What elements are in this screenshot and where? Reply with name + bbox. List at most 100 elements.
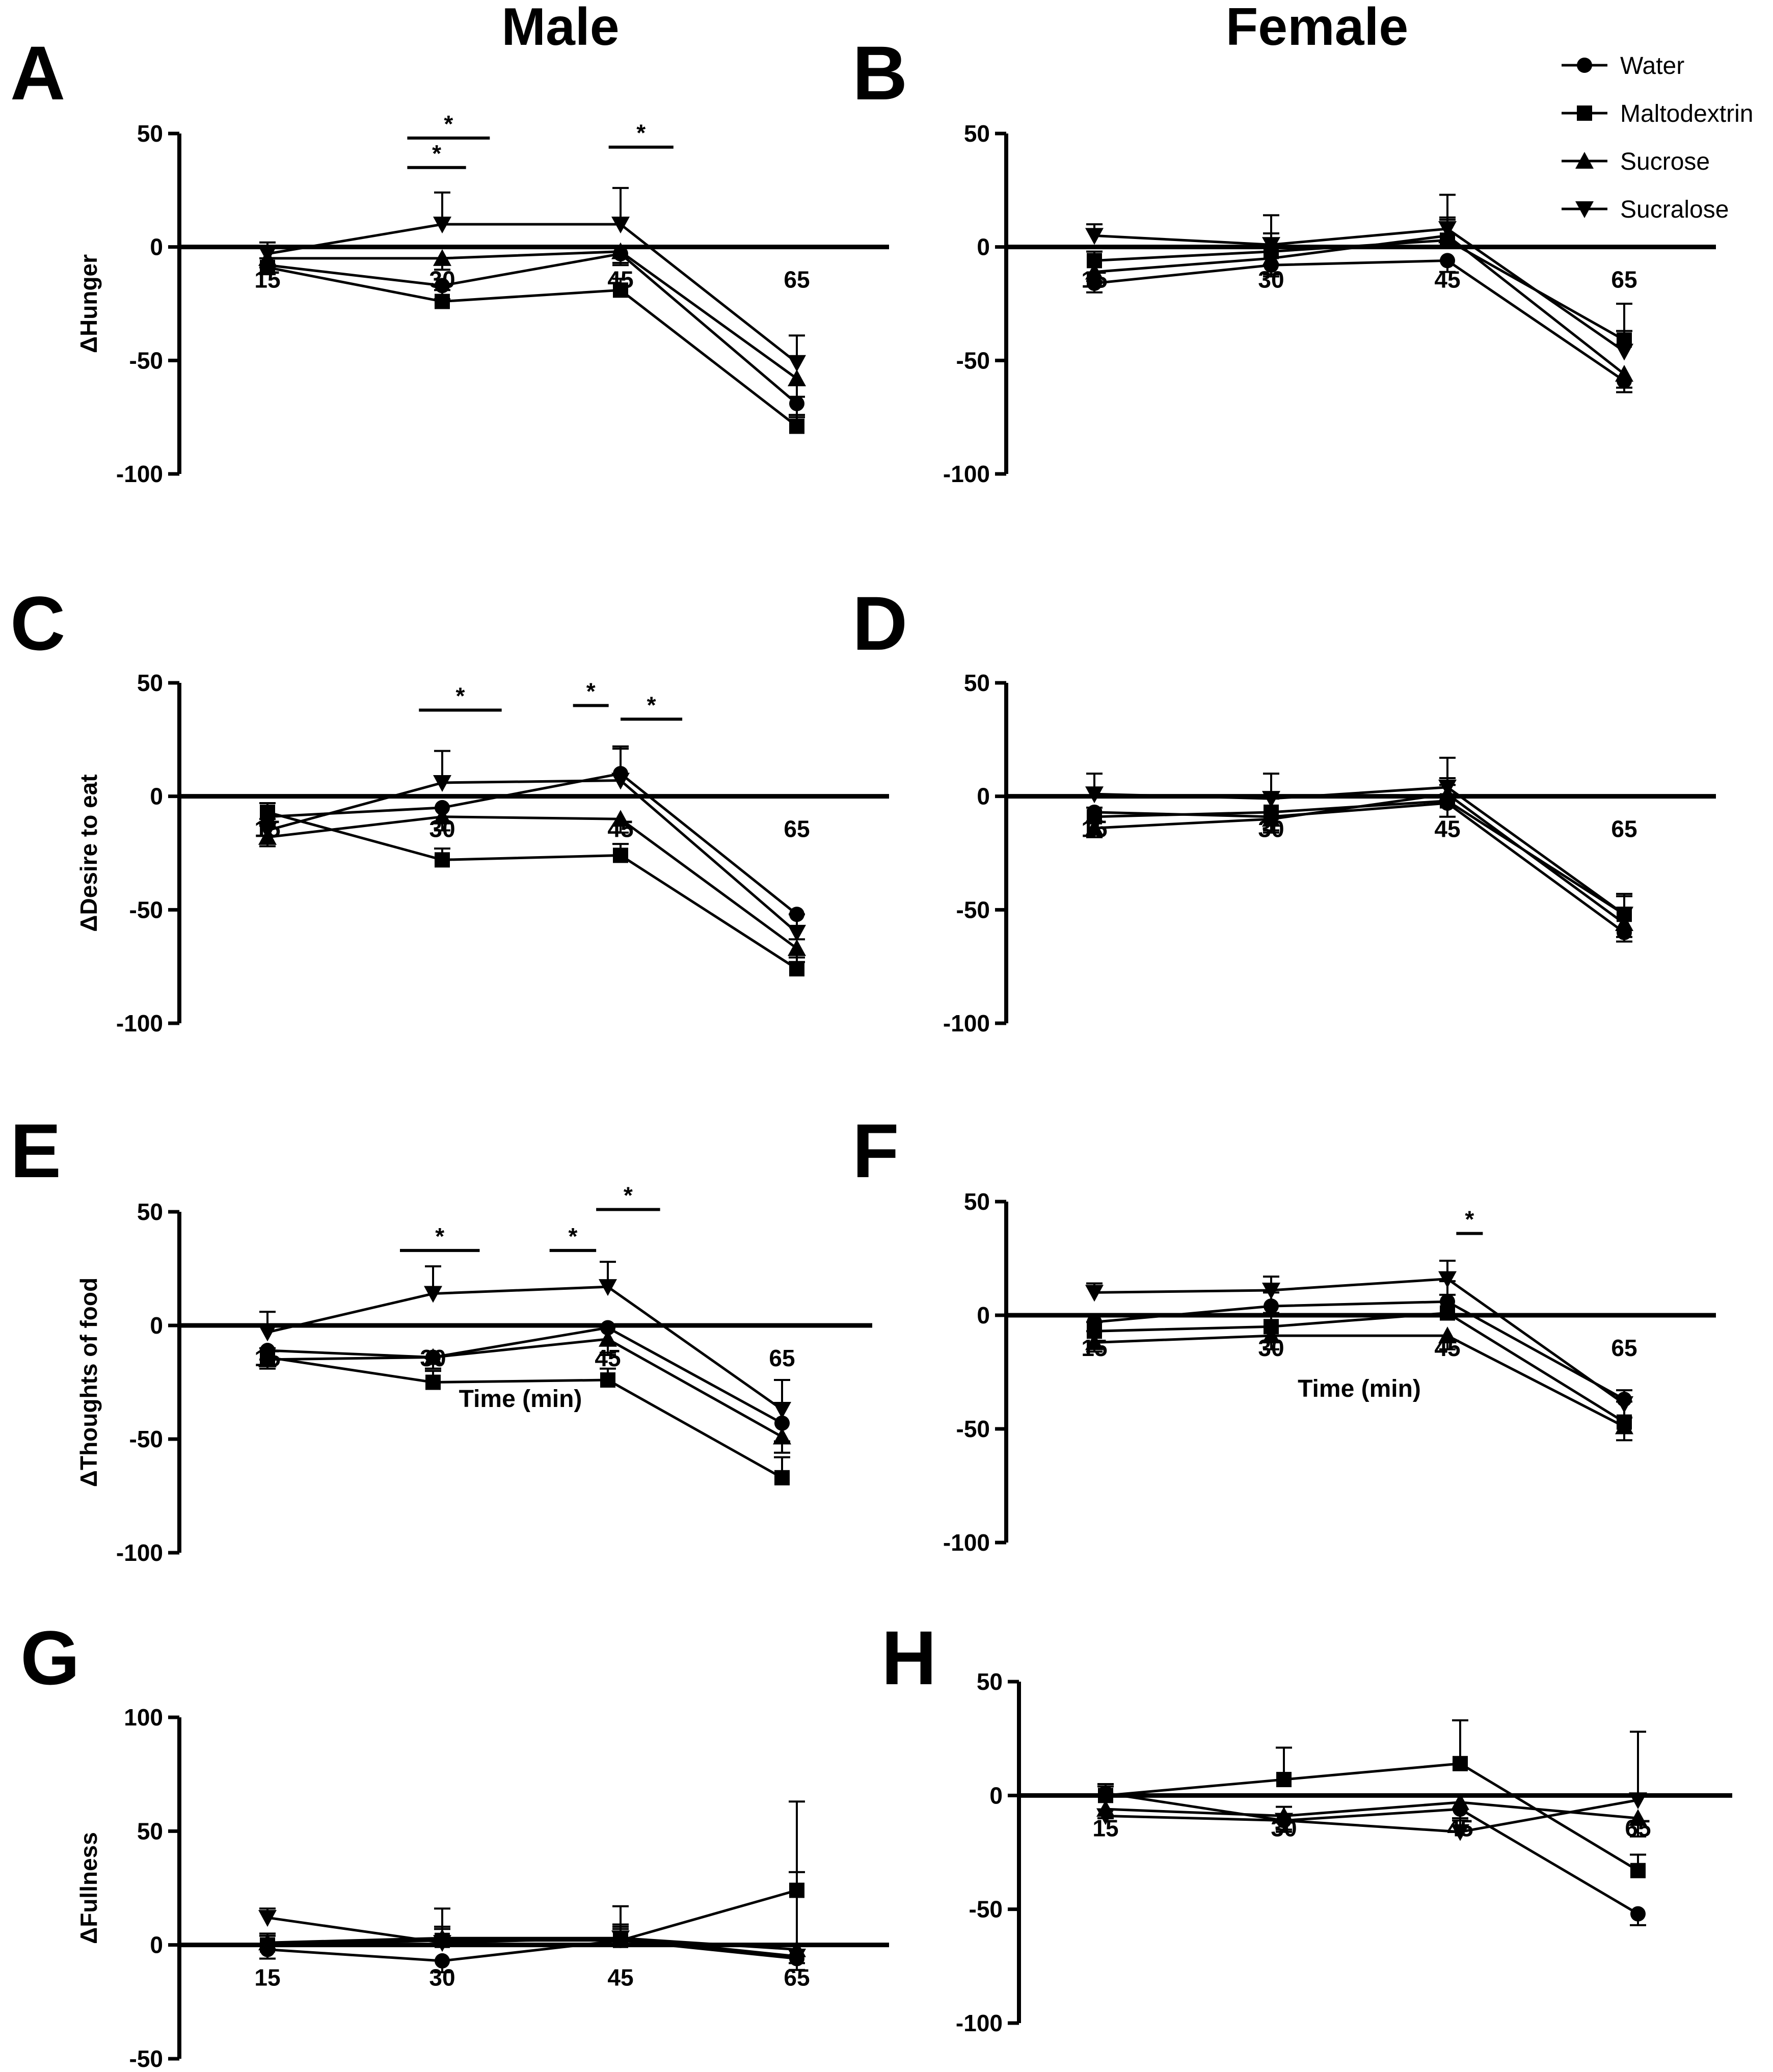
data-point bbox=[1275, 1813, 1293, 1830]
series-line bbox=[267, 772, 798, 916]
data-point bbox=[1630, 1906, 1646, 1922]
data-point bbox=[1438, 1326, 1457, 1344]
data-point bbox=[258, 1933, 277, 1951]
y-tick-label: -50 bbox=[956, 896, 990, 923]
data-point bbox=[433, 807, 451, 825]
panel-letter: H bbox=[881, 1615, 936, 1701]
significance-star: * bbox=[636, 120, 646, 146]
data-point bbox=[788, 1949, 806, 1965]
data-point bbox=[774, 1415, 790, 1431]
data-point bbox=[260, 804, 275, 820]
series-line bbox=[267, 223, 798, 364]
y-tick-label: 0 bbox=[150, 234, 163, 260]
y-tick-label: 0 bbox=[150, 1312, 163, 1339]
series-water bbox=[259, 745, 805, 941]
data-point bbox=[1440, 253, 1455, 269]
series-line bbox=[1094, 234, 1625, 376]
significance-star: * bbox=[624, 1182, 633, 1209]
series-line bbox=[1094, 1311, 1625, 1423]
y-tick-label: 0 bbox=[977, 234, 990, 260]
data-point bbox=[1440, 1305, 1455, 1321]
y-tick-label: 50 bbox=[137, 670, 163, 696]
panel-letter: E bbox=[10, 1108, 61, 1193]
y-tick-label: -50 bbox=[969, 1896, 1003, 1923]
significance-star: * bbox=[647, 692, 656, 718]
data-point bbox=[1453, 1756, 1468, 1771]
series-line bbox=[267, 250, 798, 380]
series-line bbox=[1094, 1334, 1625, 1428]
series-line bbox=[267, 1338, 783, 1438]
data-point bbox=[1615, 1396, 1633, 1413]
column-title-male: Male bbox=[501, 0, 619, 57]
panel-letter: B bbox=[852, 30, 907, 116]
data-point bbox=[599, 1330, 617, 1347]
series-line bbox=[267, 1889, 797, 1947]
data-point bbox=[1629, 1792, 1647, 1810]
x-tick-label: 45 bbox=[1434, 816, 1460, 842]
y-tick-label: -50 bbox=[956, 347, 990, 374]
y-tick-label: 50 bbox=[964, 120, 990, 147]
series-sucrose bbox=[1085, 777, 1633, 938]
series-sucrose bbox=[1085, 216, 1633, 389]
series-maltodextrin bbox=[259, 257, 805, 434]
y-tick-label: 50 bbox=[964, 1188, 990, 1215]
data-point bbox=[1262, 249, 1280, 266]
column-title-female: Female bbox=[1226, 0, 1408, 57]
data-point bbox=[1451, 1793, 1469, 1810]
data-point bbox=[788, 355, 806, 372]
x-tick-label: 65 bbox=[784, 267, 810, 293]
data-point bbox=[1630, 1863, 1646, 1878]
data-point bbox=[1615, 907, 1633, 924]
series-line bbox=[1094, 1300, 1625, 1401]
legend-label: Sucralose bbox=[1620, 196, 1729, 223]
data-point bbox=[1615, 1417, 1633, 1435]
y-axis-label: ΔThoughts of food bbox=[75, 1278, 102, 1487]
series-sucrose bbox=[258, 1330, 791, 1454]
x-axis-label: Time (min) bbox=[459, 1386, 582, 1413]
y-tick-label: 0 bbox=[150, 783, 163, 810]
y-tick-label: -50 bbox=[129, 2046, 163, 2072]
series-line bbox=[1105, 1801, 1638, 1820]
data-point bbox=[1085, 1285, 1104, 1302]
y-tick-label: -50 bbox=[129, 896, 163, 923]
series-line bbox=[267, 779, 798, 934]
data-point bbox=[611, 242, 630, 259]
data-point bbox=[1262, 1326, 1280, 1344]
series-line bbox=[267, 266, 798, 428]
series-maltodextrin bbox=[259, 1347, 790, 1485]
data-point bbox=[1096, 1808, 1115, 1825]
series-line bbox=[1094, 238, 1625, 341]
series-line bbox=[267, 1916, 797, 1958]
y-tick-label: -100 bbox=[943, 1529, 990, 1556]
data-point bbox=[1615, 343, 1633, 361]
data-point bbox=[1438, 1271, 1457, 1288]
legend-label: Sucrose bbox=[1620, 148, 1710, 175]
series-water bbox=[259, 1928, 805, 1974]
y-tick-label: -100 bbox=[116, 461, 163, 487]
series-sucralose bbox=[258, 748, 806, 942]
data-point bbox=[788, 924, 806, 942]
chart-panels: A500-50-100ΔHunger15304565***B500-50-100… bbox=[10, 30, 1732, 2072]
panel-letter: F bbox=[852, 1108, 899, 1193]
y-tick-label: 50 bbox=[964, 670, 990, 696]
data-point bbox=[789, 395, 804, 411]
x-axis-label: Time (min) bbox=[1298, 1375, 1421, 1402]
series-line bbox=[267, 1285, 783, 1411]
legend-label: Maltodextrin bbox=[1620, 100, 1753, 127]
data-point bbox=[600, 1372, 615, 1388]
data-point bbox=[773, 1427, 791, 1445]
series-line bbox=[1105, 1798, 1638, 1834]
data-point bbox=[1085, 786, 1104, 804]
panel-letter: C bbox=[10, 580, 65, 666]
data-point bbox=[435, 294, 450, 309]
data-point bbox=[611, 773, 630, 790]
data-point bbox=[1085, 262, 1104, 280]
y-tick-label: -100 bbox=[116, 1539, 163, 1566]
y-tick-label: -50 bbox=[129, 1426, 163, 1452]
